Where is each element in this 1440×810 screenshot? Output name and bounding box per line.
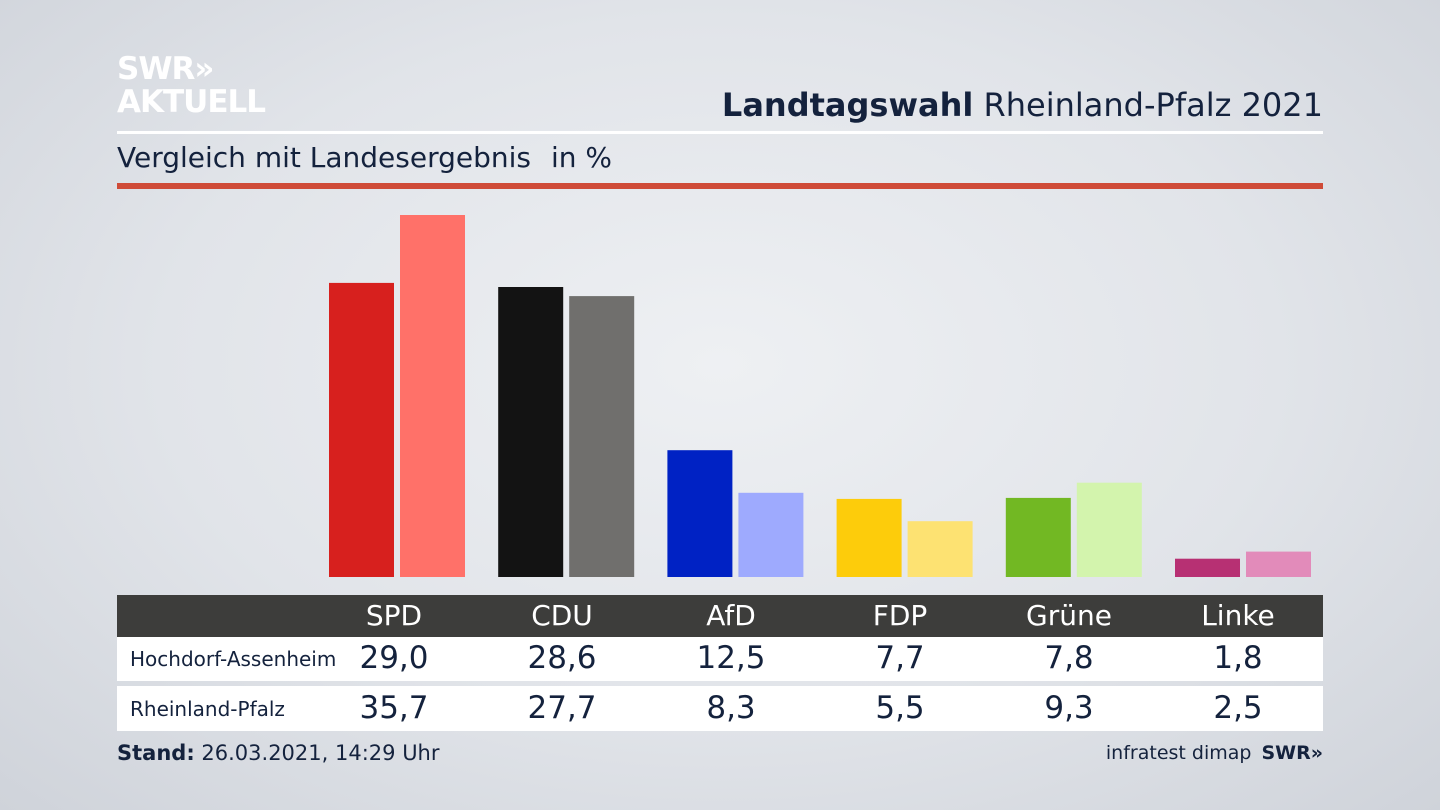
- title-divider: [117, 131, 1323, 134]
- column-header: FDP: [872, 599, 928, 632]
- page-title: Landtagswahl Rheinland-Pfalz 2021: [722, 86, 1323, 124]
- swr-aktuell-logo: SWR» AKTUELL: [117, 51, 266, 120]
- bar-fdp-landesergebnis: [907, 521, 973, 577]
- stand-label: Stand:: [117, 741, 195, 765]
- bar-linke-ortsergebnis: [1175, 558, 1240, 577]
- column-header: SPD: [365, 599, 423, 632]
- stand-value: 26.03.2021, 14:29 Uhr: [201, 741, 440, 765]
- table-cell: 12,5: [696, 640, 766, 676]
- chart-subtitle: Vergleich mit Landesergebnis in %: [117, 141, 612, 174]
- bar-linke-landesergebnis: [1246, 551, 1311, 577]
- subtitle-text: Vergleich mit Landesergebnis: [117, 141, 531, 174]
- bar-fdp-ortsergebnis: [836, 498, 902, 577]
- bar-afd-landesergebnis: [738, 492, 804, 577]
- bar-cdu-ortsergebnis: [498, 287, 564, 577]
- table-cell: 1,8: [1213, 640, 1263, 676]
- bar-grüne-ortsergebnis: [1005, 497, 1071, 577]
- table-cell: 29,0: [359, 640, 429, 676]
- timestamp: Stand: 26.03.2021, 14:29 Uhr: [117, 741, 440, 765]
- bar-grüne-landesergebnis: [1076, 482, 1142, 577]
- table-cell: 7,7: [875, 640, 925, 676]
- table-cell: 8,3: [706, 690, 756, 726]
- table-cell: 2,5: [1213, 690, 1263, 726]
- source-name: infratest dimap: [1105, 742, 1252, 764]
- table-cell: 7,8: [1044, 640, 1094, 676]
- title-rest: Rheinland-Pfalz 2021: [983, 86, 1323, 124]
- source-credit: infratest dimap SWR»: [1106, 742, 1323, 764]
- row-label: Hochdorf-Assenheim: [130, 647, 337, 671]
- title-bold: Landtagswahl: [721, 86, 974, 124]
- table-cell: 35,7: [359, 690, 429, 726]
- row-label: Rheinland-Pfalz: [130, 697, 285, 721]
- column-header: Linke: [1201, 599, 1275, 632]
- logo-line-1: SWR»: [117, 51, 214, 87]
- table-row: Hochdorf-Assenheim 29,0 28,6 12,5 7,7 7,…: [117, 637, 1323, 681]
- column-header: CDU: [531, 599, 593, 632]
- table-cell: 27,7: [527, 690, 597, 726]
- logo-line-2: AKTUELL: [117, 84, 266, 120]
- table-cell: 9,3: [1044, 690, 1094, 726]
- column-header: AfD: [706, 599, 756, 632]
- table-header: SPD CDU AfD FDP Grüne Linke: [117, 595, 1323, 637]
- column-header: Grüne: [1026, 599, 1112, 632]
- accent-divider: [117, 183, 1323, 189]
- source-brand: SWR»: [1261, 742, 1323, 764]
- bar-cdu-landesergebnis: [569, 296, 635, 577]
- bar-spd-ortsergebnis: [329, 282, 394, 577]
- subtitle-unit: in %: [550, 141, 613, 174]
- table-row: Rheinland-Pfalz 35,7 27,7 8,3 5,5 9,3 2,…: [117, 686, 1323, 731]
- bar-spd-landesergebnis: [400, 215, 465, 577]
- bar-afd-ortsergebnis: [667, 450, 733, 577]
- table-cell: 5,5: [875, 690, 925, 726]
- table-cell: 28,6: [527, 640, 597, 676]
